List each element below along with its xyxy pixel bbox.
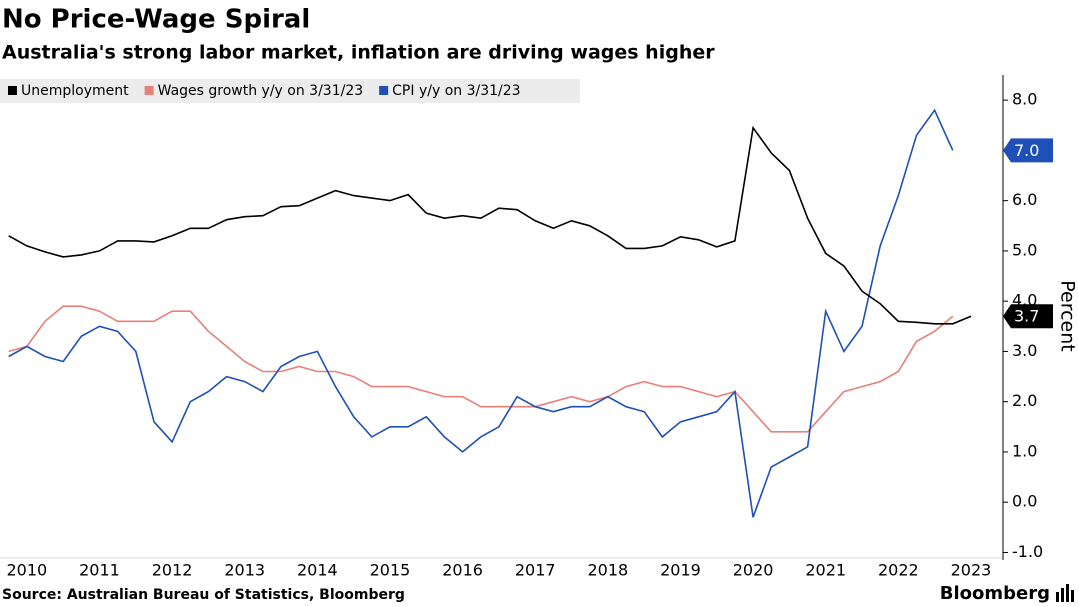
x-tick-label: 2018 [587,561,628,580]
x-tick-label: 2022 [878,561,919,580]
x-tick-label: 2012 [152,561,193,580]
legend-label: Wages growth y/y on 3/31/23 [158,83,364,99]
series-line [8,108,954,518]
legend-swatch [8,86,17,95]
y-tick-label: 5.0 [1012,240,1037,259]
x-tick-label: 2017 [515,561,556,580]
legend-label: Unemployment [21,83,129,99]
y-axis-title: Percent [1057,280,1079,352]
legend-label: CPI y/y on 3/31/23 [392,83,520,99]
legend-swatch [379,86,389,95]
logo: Bloomberg [940,583,1050,604]
series-line [8,305,954,433]
logo-icon [1056,584,1074,602]
x-tick-label: 2021 [805,561,846,580]
x-tick-label: 2016 [442,561,483,580]
y-tick-label: 0.0 [1012,492,1037,511]
x-tick-label: 2020 [733,561,774,580]
legend-swatch [144,86,154,95]
legend-box [0,79,580,103]
x-tick-label: 2011 [79,561,120,580]
x-tick-label: 2013 [224,561,265,580]
y-tick-label: 1.0 [1012,441,1037,460]
y-tick-label: 2.0 [1012,391,1037,410]
y-tick-label: 8.0 [1012,90,1037,109]
value-badge [1003,304,1053,329]
source: Source: Australian Bureau of Statistics,… [2,587,405,603]
x-tick-label: 2015 [370,561,411,580]
y-tick-label: -1.0 [1012,542,1043,561]
value-badge [1003,138,1053,163]
value-label: 3.7 [1014,307,1039,326]
value-label: 7.0 [1014,141,1039,160]
x-tick-label: 2019 [660,561,701,580]
chart-subtitle: Australia's strong labor market, inflati… [2,42,715,64]
y-tick-label: 3.0 [1012,341,1037,360]
chart-title: No Price-Wage Spiral [2,5,310,35]
x-tick-label: 2014 [297,561,338,580]
y-tick-label: 6.0 [1012,190,1037,209]
x-tick-label: 2023 [951,561,992,580]
x-tick-label: 2010 [7,561,48,580]
series-line [8,125,972,325]
